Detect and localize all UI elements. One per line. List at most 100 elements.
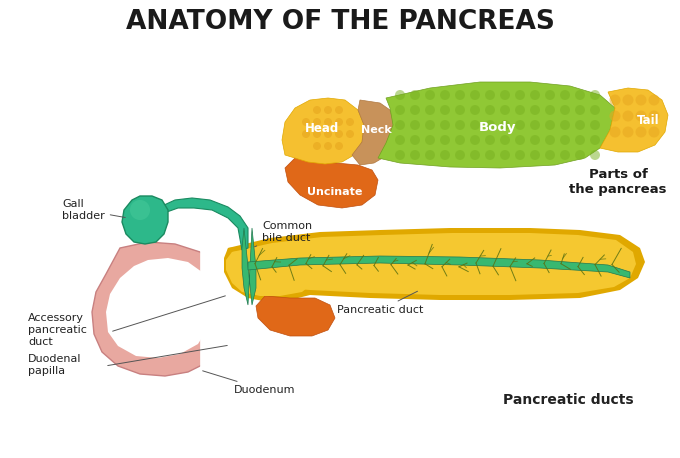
Circle shape	[455, 120, 465, 130]
Circle shape	[324, 130, 332, 138]
Circle shape	[425, 105, 435, 115]
Polygon shape	[162, 198, 248, 250]
Polygon shape	[282, 98, 364, 164]
Polygon shape	[200, 240, 310, 390]
Circle shape	[590, 90, 600, 100]
Circle shape	[455, 150, 465, 160]
Circle shape	[545, 90, 555, 100]
Circle shape	[395, 135, 405, 145]
Polygon shape	[224, 242, 322, 302]
Circle shape	[515, 105, 525, 115]
Circle shape	[302, 130, 310, 138]
Circle shape	[636, 126, 647, 137]
Circle shape	[324, 118, 332, 126]
Circle shape	[500, 120, 510, 130]
Circle shape	[649, 110, 660, 121]
Circle shape	[425, 135, 435, 145]
Circle shape	[410, 105, 420, 115]
Circle shape	[575, 135, 585, 145]
Polygon shape	[378, 82, 615, 168]
Polygon shape	[256, 296, 335, 336]
Text: Duodenal
papilla: Duodenal papilla	[28, 354, 82, 376]
Polygon shape	[242, 228, 256, 305]
Circle shape	[500, 150, 510, 160]
Circle shape	[313, 130, 321, 138]
Circle shape	[395, 120, 405, 130]
Circle shape	[302, 118, 310, 126]
Circle shape	[324, 142, 332, 150]
Text: Body: Body	[479, 121, 517, 135]
Circle shape	[609, 94, 620, 105]
Circle shape	[649, 126, 660, 137]
Circle shape	[395, 90, 405, 100]
Circle shape	[335, 130, 343, 138]
Circle shape	[590, 135, 600, 145]
Polygon shape	[92, 242, 232, 376]
Text: Parts of
the pancreas: Parts of the pancreas	[569, 168, 667, 196]
Circle shape	[470, 105, 480, 115]
Circle shape	[636, 110, 647, 121]
Circle shape	[335, 106, 343, 114]
Circle shape	[335, 118, 343, 126]
Circle shape	[455, 135, 465, 145]
Polygon shape	[600, 88, 668, 152]
Circle shape	[590, 150, 600, 160]
Circle shape	[560, 105, 570, 115]
Circle shape	[313, 106, 321, 114]
Circle shape	[575, 90, 585, 100]
Text: ANATOMY OF THE PANCREAS: ANATOMY OF THE PANCREAS	[126, 9, 554, 35]
Circle shape	[470, 120, 480, 130]
Circle shape	[590, 120, 600, 130]
Text: Head: Head	[305, 121, 339, 135]
Circle shape	[530, 120, 540, 130]
Circle shape	[500, 105, 510, 115]
Polygon shape	[285, 158, 378, 208]
Text: Pancreatic duct: Pancreatic duct	[337, 291, 423, 315]
Circle shape	[590, 105, 600, 115]
Circle shape	[130, 200, 150, 220]
Polygon shape	[225, 228, 645, 300]
Circle shape	[410, 90, 420, 100]
Circle shape	[530, 105, 540, 115]
Circle shape	[560, 150, 570, 160]
Circle shape	[455, 90, 465, 100]
Circle shape	[545, 105, 555, 115]
Circle shape	[485, 120, 495, 130]
Circle shape	[515, 90, 525, 100]
Circle shape	[313, 142, 321, 150]
Circle shape	[622, 110, 634, 121]
Circle shape	[500, 90, 510, 100]
Circle shape	[440, 150, 450, 160]
Polygon shape	[106, 258, 212, 358]
Circle shape	[545, 150, 555, 160]
Circle shape	[324, 106, 332, 114]
Circle shape	[346, 118, 354, 126]
Circle shape	[410, 135, 420, 145]
Text: Accessory
pancreatic
duct: Accessory pancreatic duct	[28, 313, 87, 347]
Polygon shape	[229, 233, 636, 295]
Circle shape	[622, 126, 634, 137]
Circle shape	[545, 120, 555, 130]
Circle shape	[560, 90, 570, 100]
Circle shape	[410, 120, 420, 130]
Polygon shape	[352, 100, 395, 165]
Circle shape	[530, 90, 540, 100]
Circle shape	[440, 90, 450, 100]
Text: Tail: Tail	[636, 114, 660, 126]
Polygon shape	[248, 256, 630, 278]
Text: Common
bile duct: Common bile duct	[254, 221, 312, 247]
Circle shape	[440, 135, 450, 145]
Circle shape	[515, 150, 525, 160]
Circle shape	[470, 150, 480, 160]
Circle shape	[560, 120, 570, 130]
Circle shape	[470, 135, 480, 145]
Circle shape	[335, 142, 343, 150]
Circle shape	[425, 90, 435, 100]
Circle shape	[649, 94, 660, 105]
Text: Pancreatic ducts: Pancreatic ducts	[503, 393, 633, 407]
Circle shape	[545, 135, 555, 145]
Circle shape	[575, 150, 585, 160]
Circle shape	[622, 94, 634, 105]
Circle shape	[575, 105, 585, 115]
Circle shape	[395, 105, 405, 115]
